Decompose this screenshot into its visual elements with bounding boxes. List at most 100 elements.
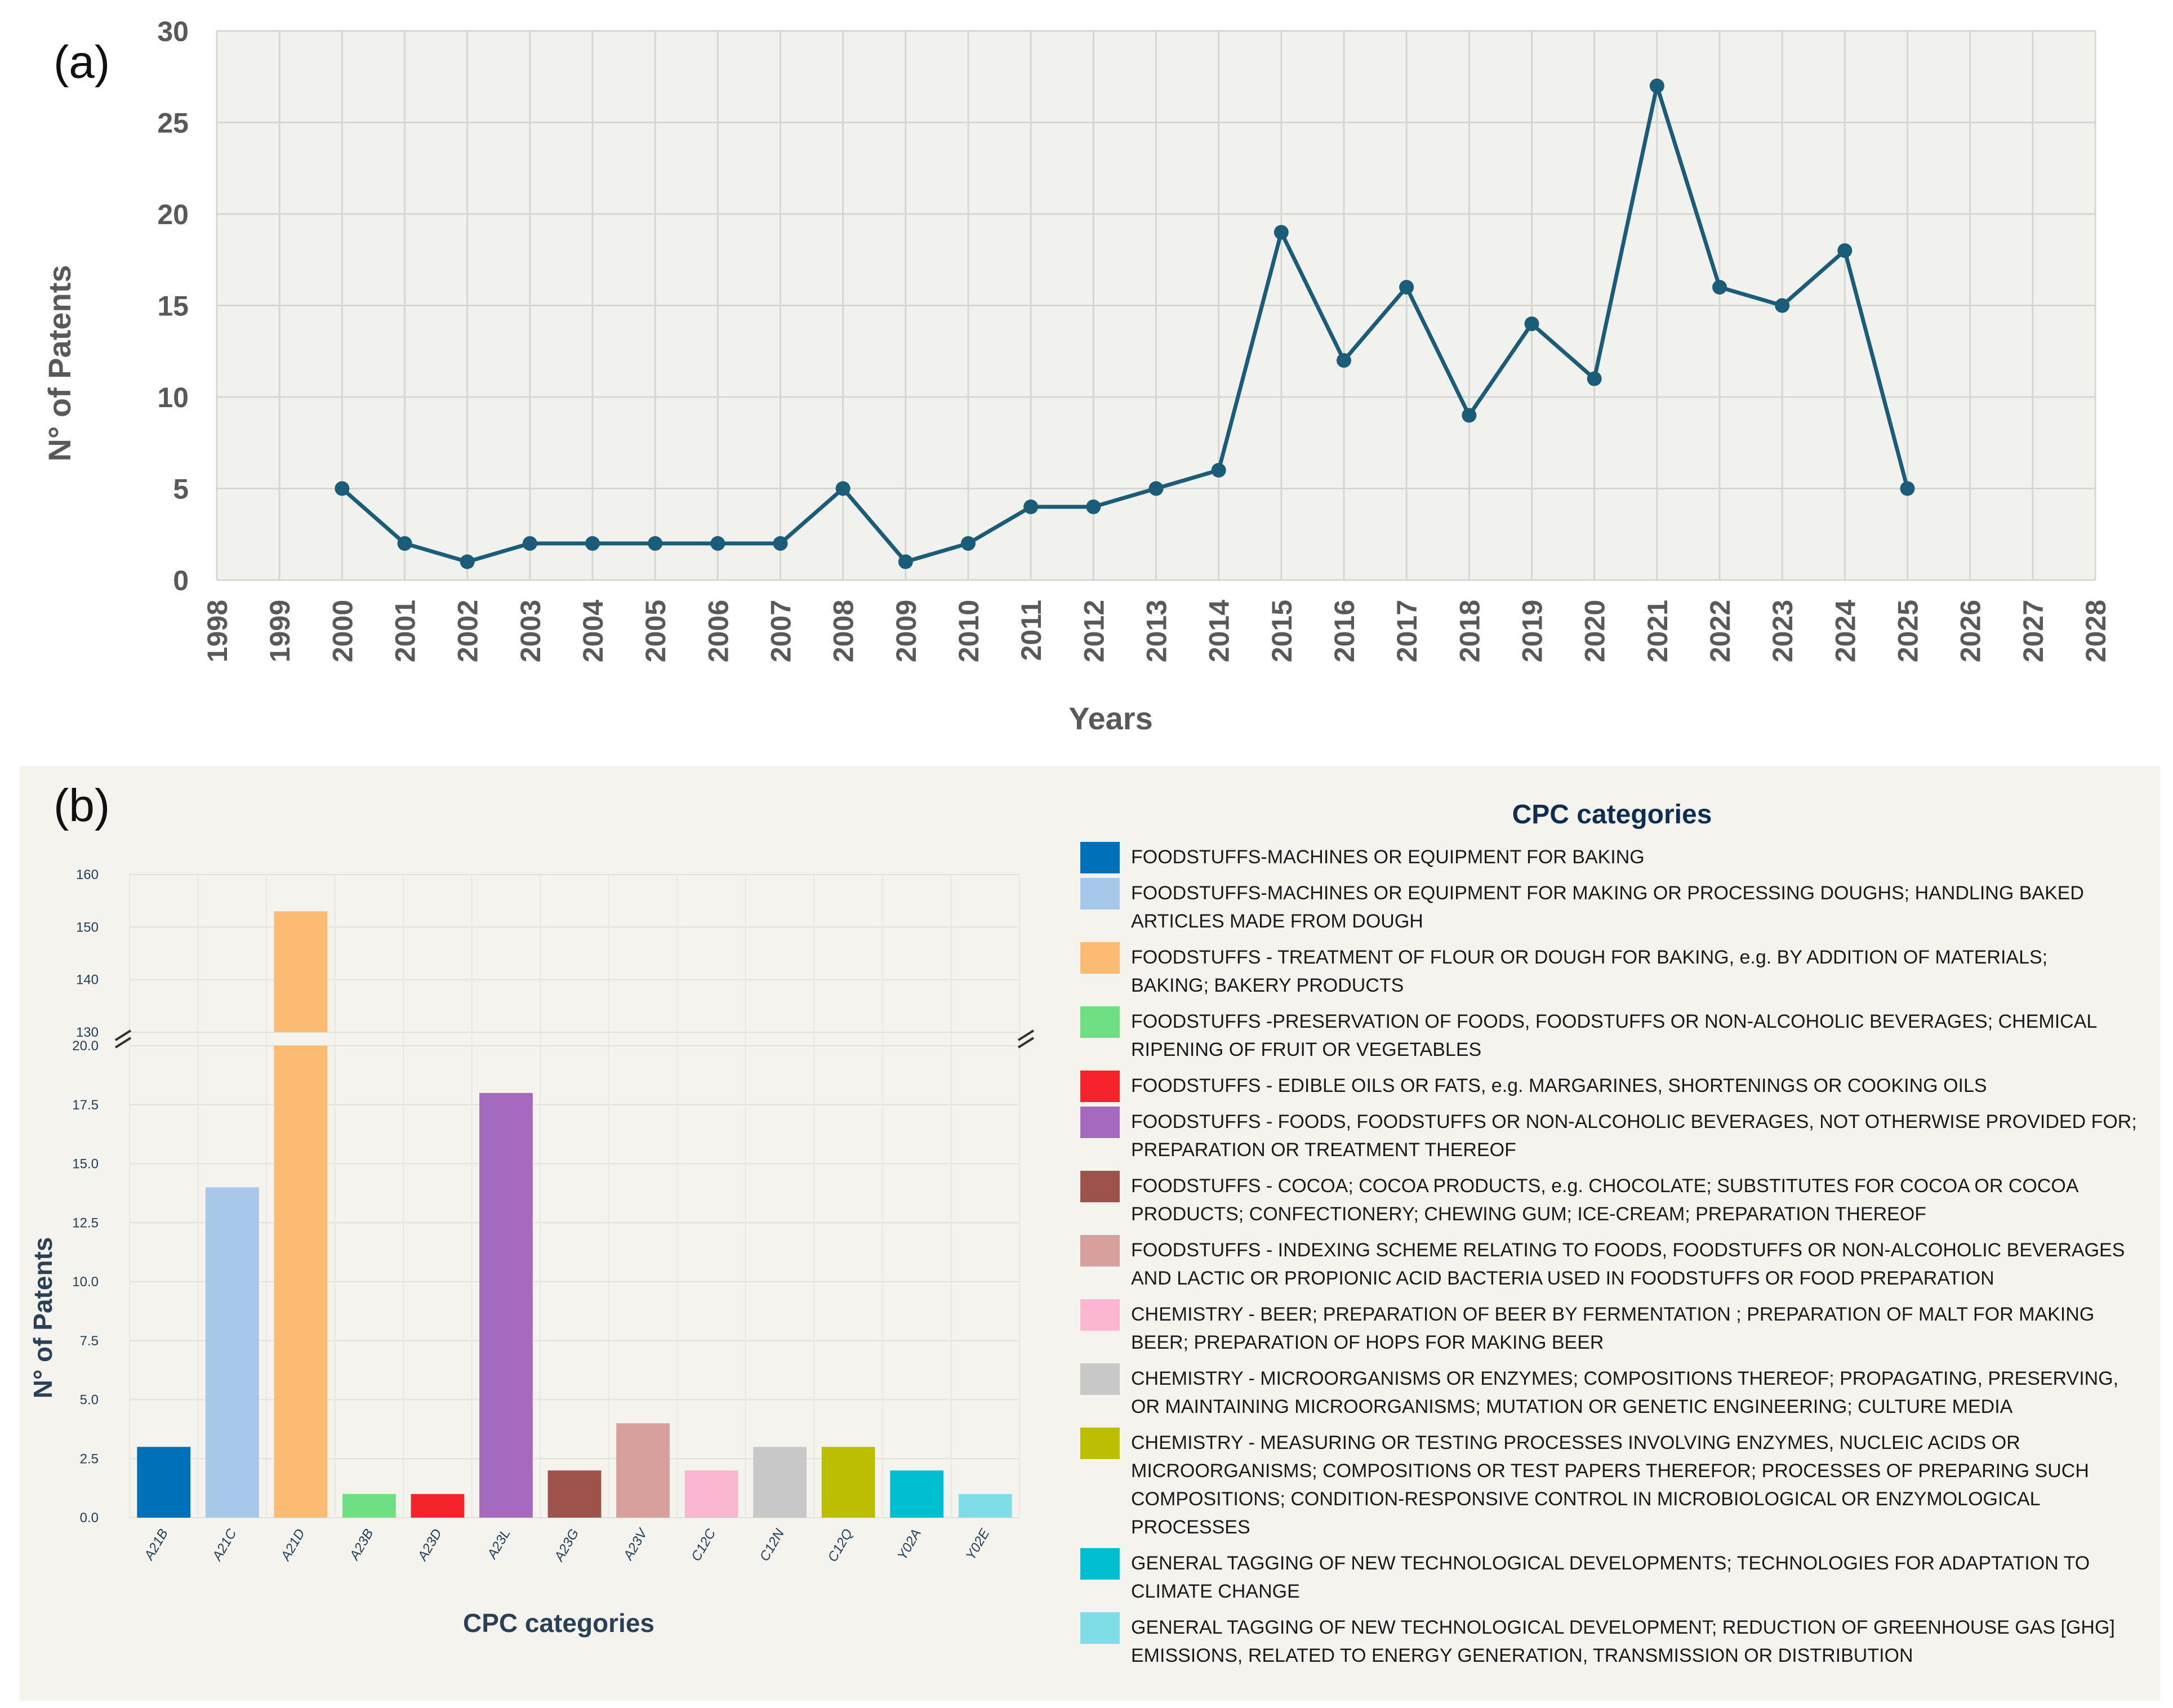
legend-item-A23V: FOODSTUFFS - INDEXING SCHEME RELATING TO… [1080, 1235, 2125, 1289]
x-tick-label: 2014 [1204, 600, 1235, 662]
x-tick-label: 2023 [1767, 600, 1798, 662]
y-tick-label: 2.5 [80, 1451, 99, 1466]
y-tick-label: 7.5 [80, 1334, 99, 1349]
x-tick-label: 2019 [1517, 600, 1548, 662]
legend-item-A23D: FOODSTUFFS - EDIBLE OILS OR FATS, e.g. M… [1080, 1071, 1987, 1102]
data-point-2024 [1837, 243, 1853, 258]
y-tick-label-upper: 130 [76, 1025, 99, 1040]
legend-title: CPC categories [1512, 800, 1712, 830]
data-point-2003 [522, 536, 537, 551]
data-point-2012 [1086, 500, 1101, 514]
x-tick-label: 2018 [1454, 600, 1485, 662]
x-tick-label: 2011 [1016, 600, 1047, 661]
y-tick-label: 17.5 [72, 1098, 99, 1113]
legend-swatch [1080, 1428, 1120, 1459]
data-point-2019 [1524, 316, 1539, 331]
y-tick-label: 10.0 [72, 1274, 99, 1290]
legend-label: FOODSTUFFS-MACHINES OR EQUIPMENT FOR MAK… [1131, 882, 2084, 932]
y-tick-label: 30 [157, 16, 189, 47]
data-point-2017 [1399, 280, 1414, 295]
data-point-2010 [961, 536, 976, 551]
x-tick-label: 2005 [640, 600, 671, 662]
x-tick-label: 2000 [327, 600, 358, 662]
legend-swatch [1080, 1006, 1120, 1038]
x-tick-label: 2025 [1893, 600, 1924, 662]
data-point-2020 [1587, 371, 1602, 386]
legend-item-Y02E: GENERAL TAGGING OF NEW TECHNOLOGICAL DEV… [1080, 1612, 2115, 1666]
x-tick-label: 2004 [577, 600, 609, 662]
x-tick-label: 2013 [1141, 600, 1173, 662]
x-tick-label: 2012 [1078, 600, 1110, 662]
legend-swatch [1080, 1548, 1120, 1580]
x-tick-label: 2002 [452, 600, 484, 662]
y-tick-label: 5 [173, 474, 189, 505]
data-point-2018 [1462, 408, 1477, 423]
data-point-2016 [1337, 353, 1351, 368]
legend-swatch [1080, 1612, 1120, 1644]
data-point-2001 [397, 536, 412, 551]
data-point-2000 [335, 481, 350, 496]
legend-label: GENERAL TAGGING OF NEW TECHNOLOGICAL DEV… [1131, 1617, 2115, 1666]
legend-item-A21C: FOODSTUFFS-MACHINES OR EQUIPMENT FOR MAK… [1080, 878, 2084, 932]
legend-label: CHEMISTRY - MEASURING OR TESTING PROCESS… [1131, 1432, 2089, 1538]
bar-A21B [137, 1447, 191, 1518]
legend-item-A23G: FOODSTUFFS - COCOA; COCOA PRODUCTS, e.g.… [1080, 1171, 2079, 1225]
bar-A21D-upper [274, 911, 328, 1032]
x-tick-label: 1999 [264, 600, 296, 662]
bar-A23B [342, 1494, 396, 1518]
bar-A23V [616, 1423, 670, 1518]
x-tick-label: 2003 [515, 600, 546, 662]
data-point-2021 [1649, 78, 1664, 93]
x-tick-label: 2006 [702, 600, 734, 662]
legend-label: FOODSTUFFS -PRESERVATION OF FOODS, FOODS… [1131, 1011, 2097, 1060]
legend-label: GENERAL TAGGING OF NEW TECHNOLOGICAL DEV… [1131, 1553, 2090, 1602]
x-tick-label: 2009 [890, 600, 922, 662]
y-tick-label-upper: 150 [76, 920, 99, 935]
x-tick-label: 2026 [1955, 600, 1987, 662]
y-tick-label: 15.0 [72, 1157, 99, 1172]
y-tick-label-upper: 140 [76, 973, 99, 988]
axis-break-right [1017, 1029, 1035, 1049]
legend-item-C12Q: CHEMISTRY - MEASURING OR TESTING PROCESS… [1080, 1428, 2089, 1538]
legend-label: CHEMISTRY - MICROORGANISMS OR ENZYMES; C… [1131, 1368, 2118, 1417]
legend-item-A23L: FOODSTUFFS - FOODS, FOODSTUFFS OR NON-AL… [1080, 1107, 2137, 1161]
bar-C12C [684, 1470, 738, 1518]
y-tick-label: 12.5 [72, 1215, 99, 1230]
data-point-2022 [1712, 280, 1727, 295]
legend-label: FOODSTUFFS - FOODS, FOODSTUFFS OR NON-AL… [1131, 1111, 2137, 1161]
legend-label: FOODSTUFFS-MACHINES OR EQUIPMENT FOR BAK… [1131, 846, 1645, 868]
patents-per-year-line [340, 84, 1909, 564]
axis-break-marks [114, 1029, 1035, 1049]
y-tick-label: 0.0 [80, 1510, 99, 1526]
bar-Y02A [890, 1470, 944, 1518]
x-tick-label: 2007 [765, 600, 797, 662]
panel-b-y-axis-title: N° of Patents [28, 1237, 57, 1399]
data-point-2011 [1023, 500, 1039, 514]
legend-swatch [1080, 1235, 1120, 1266]
x-tick-label: 2017 [1391, 600, 1423, 662]
legend-swatch [1080, 1107, 1120, 1138]
legend-label: FOODSTUFFS - TREATMENT OF FLOUR OR DOUGH… [1131, 947, 2047, 996]
panel-b-background [20, 766, 2160, 1701]
bar-Y02E [958, 1494, 1012, 1518]
legend-label: FOODSTUFFS - EDIBLE OILS OR FATS, e.g. M… [1131, 1075, 1987, 1096]
y-tick-label: 5.0 [80, 1393, 99, 1408]
y-tick-label: 15 [157, 291, 189, 322]
panel-a-x-tick-labels: 1998 1999 2000 2001 2002 2003 2004 2005 2006 2007… [202, 600, 2112, 662]
legend-swatch [1080, 1363, 1120, 1395]
data-point-2006 [710, 536, 725, 551]
x-tick-label: 2021 [1642, 600, 1673, 662]
y-tick-label: 25 [157, 108, 189, 139]
legend-swatch [1080, 942, 1120, 974]
legend-item-Y02A: GENERAL TAGGING OF NEW TECHNOLOGICAL DEV… [1080, 1548, 2090, 1602]
axis-break-left [114, 1029, 132, 1049]
data-point-2023 [1775, 298, 1790, 313]
x-tick-label: 2020 [1579, 600, 1611, 662]
y-tick-label: 20 [157, 199, 189, 230]
data-point-2004 [585, 536, 600, 551]
bar-A21D-lower [274, 1046, 328, 1518]
data-point-2009 [898, 554, 913, 569]
x-tick-label: 2022 [1704, 600, 1736, 662]
